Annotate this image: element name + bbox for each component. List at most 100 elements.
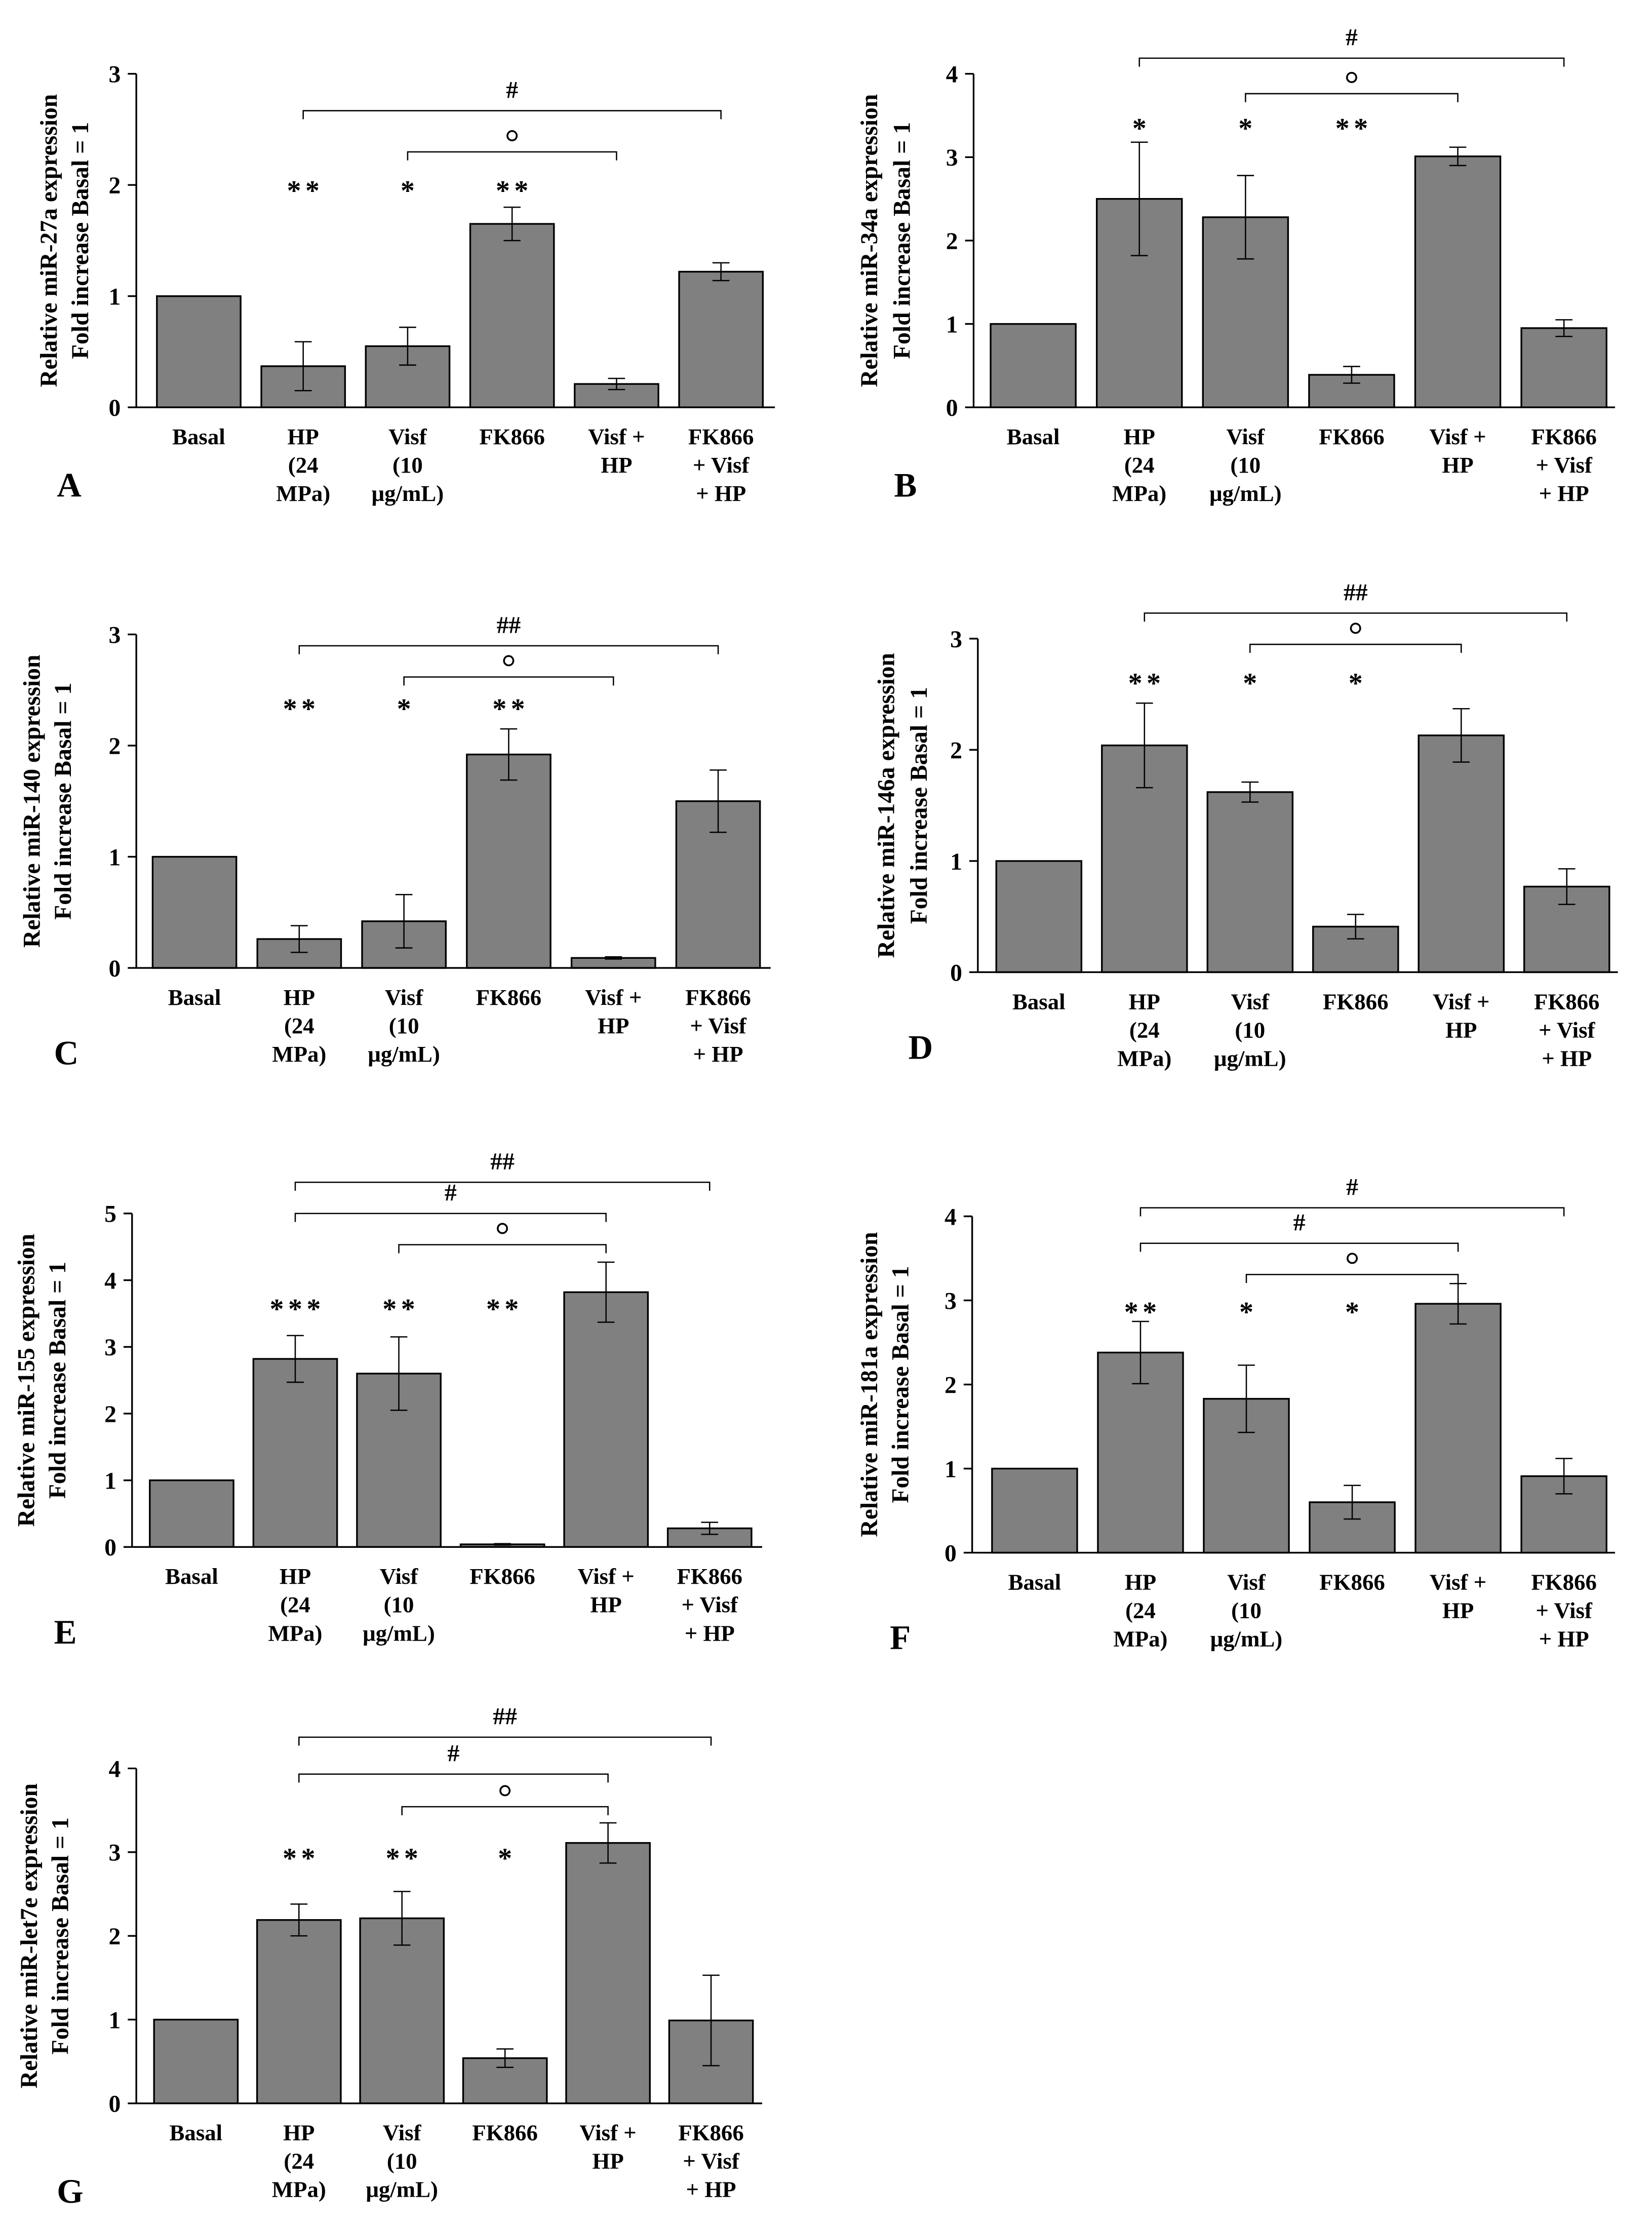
comparison-label: # xyxy=(1293,1209,1306,1236)
y-tick-label: 1 xyxy=(950,849,962,875)
y-tick-label: 3 xyxy=(104,1335,116,1361)
comparison-bracket: ° xyxy=(1249,614,1462,655)
comparison-bracket: # xyxy=(298,1740,609,1783)
comparison-label: ## xyxy=(497,612,521,639)
bar-c-basal xyxy=(151,855,238,969)
y-tick-label: 2 xyxy=(109,1924,121,1950)
x-tick-label-fk866-visf-hp: + Visf xyxy=(1536,452,1593,478)
comparison-bracket-line xyxy=(298,645,719,654)
x-tick-label-visf: Visf xyxy=(385,985,424,1010)
error-bar-a-hp xyxy=(294,341,312,392)
significance-marker: ** xyxy=(382,1294,419,1325)
x-tick-label-hp: HP xyxy=(1129,989,1160,1014)
x-tick-label-basal: Basal xyxy=(1012,989,1066,1014)
significance-marker: * xyxy=(1132,113,1151,144)
y-tick-label: 2 xyxy=(946,228,958,255)
comparison-bracket-line xyxy=(1138,57,1565,67)
y-tick-label: 4 xyxy=(945,1204,957,1230)
x-tick-label-hp: HP xyxy=(1124,424,1155,449)
error-bar-a-visf-hp xyxy=(608,377,625,391)
x-tick-label-fk866-visf-hp: + Visf xyxy=(693,452,750,478)
error-bar-b-fk866-visf-hp xyxy=(1555,319,1572,337)
x-tick-label-fk866-visf-hp: + HP xyxy=(693,1041,743,1067)
x-tick-label-fk866-visf-hp: FK866 xyxy=(1534,989,1600,1014)
x-tick-label-basal: Basal xyxy=(1007,424,1060,449)
bar-g-hp xyxy=(256,1919,342,2104)
x-tick-label-hp: MPa) xyxy=(268,1620,322,1646)
x-tick-label-fk866: FK866 xyxy=(1319,1569,1385,1594)
x-tick-label-hp: HP xyxy=(283,2120,314,2145)
y-axis-label: Relative miR-34a expression xyxy=(856,94,883,387)
x-tick-label-visf: μg/mL) xyxy=(363,1620,435,1646)
x-tick-label-visf-hp: HP xyxy=(1442,1597,1474,1623)
comparison-bracket-line xyxy=(1245,1274,1459,1283)
y-tick-label: 2 xyxy=(109,173,121,199)
x-tick-label-fk866-visf-hp: + Visf xyxy=(681,1592,738,1617)
bar-d-visf-hp xyxy=(1418,734,1505,973)
comparison-label: # xyxy=(1346,25,1358,51)
significance-marker: ** xyxy=(486,1294,523,1325)
error-bar-d-fk866-visf-hp xyxy=(1558,868,1576,905)
error-bar-f-visf xyxy=(1238,1364,1255,1433)
bar-a-basal xyxy=(156,295,242,408)
x-tick-label-visf: (10 xyxy=(384,1592,414,1617)
bar-a-fk866-visf-hp xyxy=(678,270,764,408)
x-tick-label-fk866-visf-hp: FK866 xyxy=(1531,424,1597,449)
error-bar-f-visf-hp xyxy=(1449,1283,1467,1325)
error-bar-d-fk866 xyxy=(1347,914,1364,940)
panel-a: 0 1 2 3 Relative miR-27a expression Fold incr… xyxy=(36,62,775,506)
error-bar-g-hp xyxy=(290,1903,308,1937)
x-tick-label-visf-hp: HP xyxy=(598,1013,629,1038)
y-tick-label: 2 xyxy=(104,1401,116,1428)
x-tick-label-fk866: FK866 xyxy=(1323,989,1389,1014)
x-tick-label-visf: μg/mL) xyxy=(368,1041,440,1067)
significance-marker: ** xyxy=(1124,1297,1161,1328)
error-bar-a-visf xyxy=(399,326,416,366)
significance-marker: * xyxy=(498,1843,516,1875)
x-tick-label-visf: Visf xyxy=(388,424,427,449)
error-bar-d-visf-hp xyxy=(1452,708,1470,763)
comparison-bracket-line xyxy=(302,110,722,120)
error-bar-g-visf-hp xyxy=(599,1822,617,1864)
panel-letter: E xyxy=(54,1613,77,1651)
error-bar-c-visf xyxy=(395,893,413,949)
x-tick-label-hp: MPa) xyxy=(272,1041,326,1067)
x-tick-label-fk866: FK866 xyxy=(479,424,544,449)
error-bar-g-fk866 xyxy=(496,2048,514,2068)
y-tick-label: 0 xyxy=(104,1535,116,1561)
y-tick-label: 2 xyxy=(945,1372,957,1398)
significance-marker: * xyxy=(397,693,415,725)
x-tick-label-hp: HP xyxy=(280,1564,311,1589)
x-tick-label-visf-hp: HP xyxy=(591,1592,622,1617)
comparison-bracket-line xyxy=(1245,93,1459,102)
error-bar-g-fk866-visf-hp xyxy=(702,1974,720,2066)
y-tick-label: 2 xyxy=(109,733,121,760)
y-tick-label: 0 xyxy=(109,2091,121,2118)
bar-f-hp xyxy=(1097,1351,1184,1554)
x-tick-label-hp: HP xyxy=(288,424,319,449)
x-tick-label-visf: (10 xyxy=(1230,452,1261,478)
comparison-label: # xyxy=(448,1740,460,1767)
comparison-label: ## xyxy=(490,1149,515,1175)
x-tick-label-hp: (24 xyxy=(280,1592,310,1617)
y-tick-label: 4 xyxy=(104,1268,116,1294)
bar-a-fk866 xyxy=(469,223,555,408)
x-tick-label-fk866-visf-hp: + Visf xyxy=(1536,1597,1593,1623)
y-axis-label: Fold increase Basal = 1 xyxy=(906,687,932,924)
comparison-bracket-line xyxy=(407,151,617,161)
x-tick-label-visf-hp: HP xyxy=(601,452,632,478)
error-bar-b-visf xyxy=(1237,175,1254,260)
y-tick-label: 1 xyxy=(109,2007,121,2034)
x-tick-label-visf: μg/mL) xyxy=(366,2177,438,2202)
comparison-bracket-line xyxy=(1139,1207,1565,1217)
comparison-label: ° xyxy=(498,1777,513,1818)
y-axis-label: Fold increase Basal = 1 xyxy=(67,122,94,359)
error-bar-f-hp xyxy=(1132,1320,1149,1385)
comparison-bracket: # xyxy=(294,1180,607,1222)
significance-marker: ** xyxy=(283,1843,320,1875)
x-tick-label-fk866-visf-hp: + Visf xyxy=(683,2149,740,2174)
significance-marker: * xyxy=(1349,668,1367,699)
panel-letter: A xyxy=(57,466,82,504)
comparison-bracket: ## xyxy=(1144,579,1567,622)
